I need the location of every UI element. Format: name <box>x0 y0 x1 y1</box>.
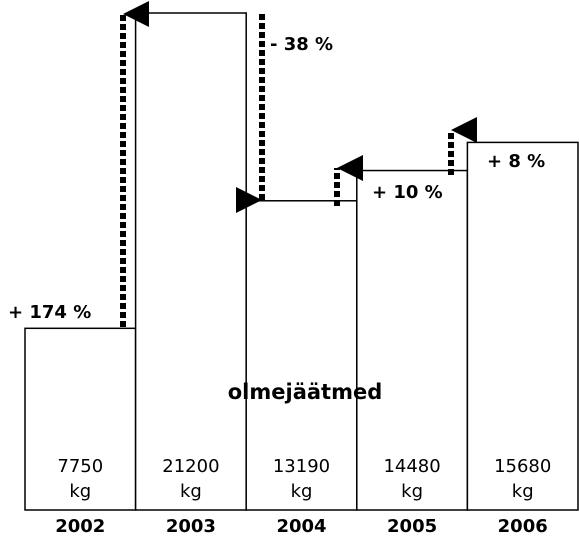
change-label: + 8 % <box>487 151 545 172</box>
x-tick-label: 2005 <box>387 516 437 537</box>
value-label: 14480 kg <box>383 456 440 502</box>
series-label: olmejäätmed <box>228 380 383 404</box>
value-label: 21200 kg <box>162 456 219 502</box>
bar <box>245 200 358 511</box>
value-label: 13190 kg <box>273 456 330 502</box>
x-tick-label: 2004 <box>276 516 326 537</box>
bars <box>24 12 579 511</box>
value-label: 7750 kg <box>57 456 103 502</box>
change-label: + 174 % <box>8 302 91 323</box>
change-arrows <box>120 1 477 327</box>
x-tick-label: 2006 <box>498 516 548 537</box>
change-label: - 38 % <box>270 34 333 55</box>
bar <box>356 169 469 511</box>
bar <box>134 12 247 511</box>
value-label: 15680 kg <box>494 456 551 502</box>
bar <box>24 327 137 511</box>
bar <box>466 141 579 511</box>
x-tick-label: 2002 <box>55 516 105 537</box>
x-tick-label: 2003 <box>166 516 216 537</box>
change-label: + 10 % <box>372 182 443 203</box>
